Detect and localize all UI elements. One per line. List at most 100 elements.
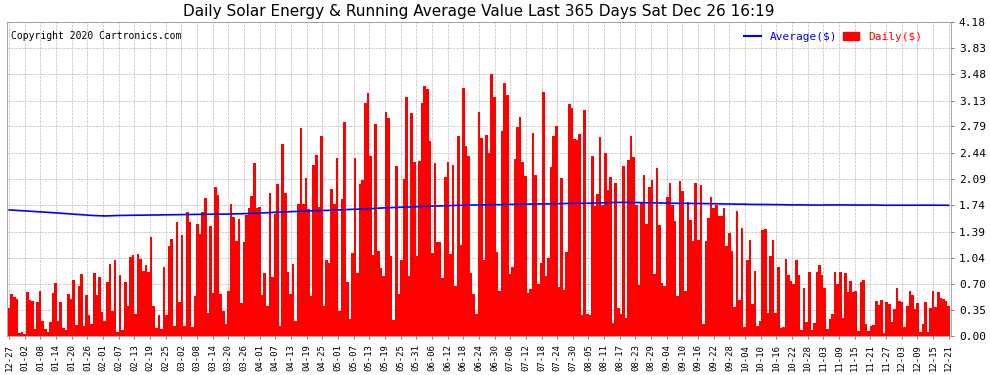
Bar xyxy=(434,164,437,336)
Bar xyxy=(217,195,220,336)
Bar xyxy=(710,197,713,336)
Bar xyxy=(826,329,829,336)
Bar xyxy=(122,330,124,336)
Bar xyxy=(846,292,849,336)
Bar xyxy=(870,326,872,336)
Bar xyxy=(387,118,390,336)
Bar xyxy=(942,299,944,336)
Bar xyxy=(816,272,819,336)
Bar xyxy=(119,274,122,336)
Bar xyxy=(607,190,609,336)
Bar xyxy=(596,194,599,336)
Bar xyxy=(405,97,408,336)
Bar xyxy=(617,308,620,336)
Bar xyxy=(658,225,661,336)
Bar xyxy=(862,280,864,336)
Bar xyxy=(568,104,570,336)
Bar xyxy=(511,267,514,336)
Bar xyxy=(50,322,51,336)
Bar xyxy=(524,177,527,336)
Bar xyxy=(638,285,641,336)
Bar xyxy=(927,332,930,336)
Bar xyxy=(148,272,149,336)
Bar xyxy=(106,282,109,336)
Bar xyxy=(739,300,741,336)
Bar xyxy=(42,321,44,336)
Bar xyxy=(51,293,54,336)
Bar xyxy=(795,260,798,336)
Bar xyxy=(625,318,628,336)
Bar xyxy=(509,274,511,336)
Bar xyxy=(233,217,235,336)
Bar xyxy=(668,183,671,336)
Bar xyxy=(183,326,186,336)
Bar xyxy=(560,178,562,336)
Bar xyxy=(480,138,483,336)
Bar xyxy=(535,175,537,336)
Bar xyxy=(320,136,323,336)
Bar xyxy=(186,211,188,336)
Bar xyxy=(506,94,509,336)
Bar xyxy=(307,209,310,336)
Bar xyxy=(917,303,919,336)
Bar xyxy=(39,291,42,336)
Bar xyxy=(718,216,720,336)
Bar xyxy=(201,212,204,336)
Bar xyxy=(315,155,318,336)
Bar xyxy=(883,333,885,336)
Bar xyxy=(549,167,552,336)
Bar xyxy=(361,180,364,336)
Bar xyxy=(196,224,199,336)
Bar xyxy=(137,254,140,336)
Bar xyxy=(575,140,578,336)
Bar xyxy=(248,209,250,336)
Bar xyxy=(59,302,62,336)
Bar xyxy=(418,160,421,336)
Bar xyxy=(630,136,633,336)
Bar xyxy=(72,280,75,336)
Title: Daily Solar Energy & Running Average Value Last 365 Days Sat Dec 26 16:19: Daily Solar Energy & Running Average Val… xyxy=(183,4,774,19)
Bar xyxy=(777,267,779,336)
Bar xyxy=(372,255,374,336)
Bar xyxy=(323,306,326,336)
Bar xyxy=(751,304,753,336)
Bar xyxy=(392,320,395,336)
Bar xyxy=(114,260,116,336)
Bar xyxy=(681,191,684,336)
Bar xyxy=(457,136,459,336)
Bar xyxy=(570,108,573,336)
Bar xyxy=(864,324,867,336)
Bar xyxy=(54,283,56,336)
Bar xyxy=(602,204,604,336)
Bar xyxy=(400,260,403,336)
Bar xyxy=(715,205,718,336)
Legend: Average($), Daily($): Average($), Daily($) xyxy=(740,27,927,46)
Bar xyxy=(867,331,870,336)
Bar xyxy=(268,193,271,336)
Bar xyxy=(451,165,454,336)
Bar xyxy=(573,140,575,336)
Bar xyxy=(687,202,689,336)
Bar xyxy=(472,294,475,336)
Bar xyxy=(872,325,875,336)
Bar xyxy=(246,215,248,336)
Bar xyxy=(162,267,165,336)
Bar xyxy=(377,251,379,336)
Bar xyxy=(129,257,132,336)
Bar xyxy=(674,221,676,336)
Bar xyxy=(485,135,488,336)
Bar xyxy=(225,324,228,336)
Bar xyxy=(390,256,392,336)
Bar xyxy=(132,255,135,336)
Bar xyxy=(135,314,137,336)
Bar xyxy=(382,276,385,336)
Bar xyxy=(628,160,630,336)
Bar xyxy=(779,328,782,336)
Bar xyxy=(655,168,658,336)
Bar xyxy=(562,290,565,336)
Bar xyxy=(540,264,543,336)
Bar xyxy=(253,164,255,336)
Bar xyxy=(326,260,328,336)
Bar xyxy=(235,241,238,336)
Bar xyxy=(83,326,85,336)
